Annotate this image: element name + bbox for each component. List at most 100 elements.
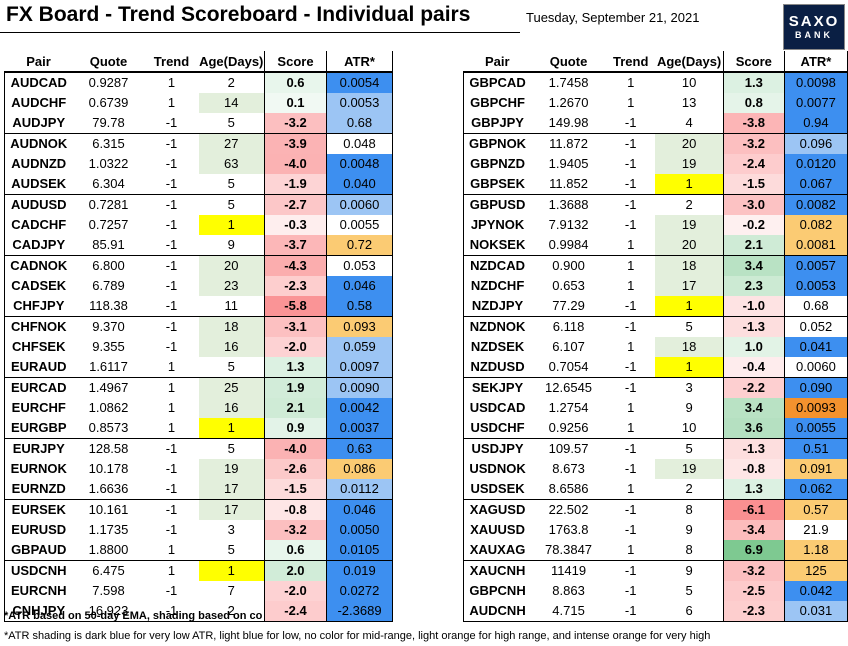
- cell-quote: 0.9287: [88, 75, 129, 90]
- table-row: GBPAUD 1.8800 1 5 0.6 0.0105: [4, 540, 393, 561]
- cell-age: 5: [685, 319, 693, 334]
- cell-age: 20: [655, 133, 724, 154]
- cell-age: 7: [227, 583, 235, 598]
- cell-quote: 0.900: [552, 258, 585, 273]
- cell-pair: AUDNOK: [4, 133, 73, 154]
- cell-quote: 10.161: [88, 502, 129, 517]
- cell-score: 6.9: [722, 540, 785, 561]
- cell-trend: 1: [167, 400, 176, 415]
- cell-age: 10: [681, 75, 697, 90]
- report-date: Tuesday, September 21, 2021: [526, 10, 700, 25]
- cell-atr: 0.0053: [326, 93, 393, 113]
- cell-score: 0.6: [264, 72, 327, 93]
- cell-age: 20: [198, 255, 265, 276]
- cell-atr: 0.019: [326, 560, 393, 581]
- cell-trend: -1: [165, 319, 178, 334]
- cell-quote: 1.6636: [72, 479, 145, 500]
- cell-age: 20: [655, 235, 724, 256]
- cell-age: 19: [655, 154, 724, 174]
- cell-score: -1.0: [722, 296, 785, 317]
- table-row: USDCAD 1.2754 1 9 3.4 0.0093: [463, 398, 848, 418]
- cell-atr: 1.18: [783, 540, 848, 561]
- cell-quote: 78.3847: [531, 540, 606, 561]
- cell-age: 17: [198, 499, 265, 520]
- cell-trend: -1: [144, 174, 199, 195]
- cell-quote: 118.38: [72, 296, 145, 317]
- cell-pair: CADJPY: [4, 235, 73, 256]
- cell-atr: -2.3689: [326, 601, 393, 622]
- table-row: NZDCHF 0.653 1 17 2.3 0.0053: [463, 276, 848, 296]
- cell-score: -0.2: [722, 215, 785, 235]
- cell-pair: NZDUSD: [463, 357, 532, 378]
- column-header-score: Score: [722, 51, 785, 73]
- cell-pair: EURJPY: [4, 438, 73, 459]
- cell-trend: 1: [144, 357, 199, 378]
- cell-trend: -1: [144, 113, 199, 134]
- cell-pair: JPYNOK: [463, 215, 532, 235]
- cell-trend: -1: [165, 583, 178, 598]
- cell-score: -1.3: [722, 316, 785, 337]
- cell-quote: 6.118: [552, 319, 585, 334]
- cell-trend: -1: [165, 156, 178, 171]
- cell-atr: 0.51: [783, 438, 848, 459]
- column-header-age: Age(Days): [198, 51, 265, 73]
- cell-trend: 1: [627, 400, 635, 415]
- cell-pair: CHFSEK: [4, 337, 73, 357]
- cell-atr: 0.0042: [326, 398, 393, 418]
- cell-score: -2.5: [722, 581, 785, 601]
- table-row: EURNZD 1.6636 -1 17 -1.5 0.0112: [4, 479, 393, 500]
- cell-atr: 0.0057: [783, 255, 848, 276]
- cell-trend: -1: [624, 461, 637, 476]
- cell-pair: GBPCNH: [463, 581, 532, 601]
- cell-age: 9: [685, 400, 693, 415]
- cell-age: 25: [198, 377, 265, 398]
- table-row: XAGUSD 22.502 -1 8 -6.1 0.57: [463, 499, 848, 520]
- cell-score: 1.9: [264, 377, 327, 398]
- column-header-age: Age(Days): [655, 51, 724, 73]
- cell-age: 19: [198, 459, 265, 479]
- cell-age: 3: [227, 522, 235, 537]
- cell-atr: 0.0055: [326, 215, 393, 235]
- table-row: GBPCHF 1.2670 1 13 0.8 0.0077: [463, 93, 848, 113]
- header-row: Pair Quote Trend Age(Days) Score ATR*: [4, 51, 393, 73]
- cell-score: -2.4: [722, 154, 785, 174]
- cell-pair: USDSEK: [463, 479, 532, 500]
- table-row: USDSEK 8.6586 1 2 1.3 0.062: [463, 479, 848, 500]
- cell-pair: EURUSD: [4, 520, 73, 540]
- column-header-quote: Quote: [531, 51, 606, 73]
- cell-trend: 1: [605, 540, 656, 561]
- cell-quote: 0.653: [552, 278, 585, 293]
- cell-trend: -1: [624, 380, 637, 395]
- cell-pair: EURNZD: [4, 479, 73, 500]
- cell-pair: USDCNH: [4, 560, 73, 581]
- cell-score: 2.0: [264, 560, 327, 581]
- cell-age: 5: [198, 174, 265, 195]
- cell-trend: -1: [624, 441, 637, 456]
- table-row: GBPSEK 11.852 -1 1 -1.5 0.067: [463, 174, 848, 195]
- cell-pair: EURGBP: [4, 418, 73, 439]
- cell-quote: 10.178: [88, 461, 129, 476]
- page-title: FX Board - Trend Scoreboard - Individual…: [6, 3, 471, 26]
- cell-trend: -1: [605, 113, 656, 134]
- cell-trend: -1: [165, 278, 178, 293]
- cell-atr: 0.052: [783, 316, 848, 337]
- table-row: GBPNOK 11.872 -1 20 -3.2 0.096: [463, 133, 848, 154]
- cell-age: 5: [198, 540, 265, 561]
- cell-atr: 0.048: [326, 133, 393, 154]
- cell-quote: 0.7281: [88, 197, 129, 212]
- cell-score: -1.3: [722, 438, 785, 459]
- cell-score: -3.1: [264, 316, 327, 337]
- cell-score: -0.8: [722, 459, 785, 479]
- cell-trend: 1: [144, 540, 199, 561]
- cell-quote: 12.6545: [545, 380, 593, 395]
- cell-atr: 0.0081: [783, 235, 848, 256]
- cell-atr: 0.031: [783, 601, 848, 622]
- cell-trend: 1: [627, 339, 635, 354]
- cell-quote: 11.852: [531, 174, 606, 195]
- table-row: USDCHF 0.9256 1 10 3.6 0.0055: [463, 418, 848, 439]
- cell-trend: 1: [167, 95, 176, 110]
- cell-score: 2.1: [264, 398, 327, 418]
- table-row: EURSEK 10.161 -1 17 -0.8 0.046: [4, 499, 393, 520]
- cell-age: 9: [685, 522, 693, 537]
- table-row: AUDNOK 6.315 -1 27 -3.9 0.048: [4, 133, 393, 154]
